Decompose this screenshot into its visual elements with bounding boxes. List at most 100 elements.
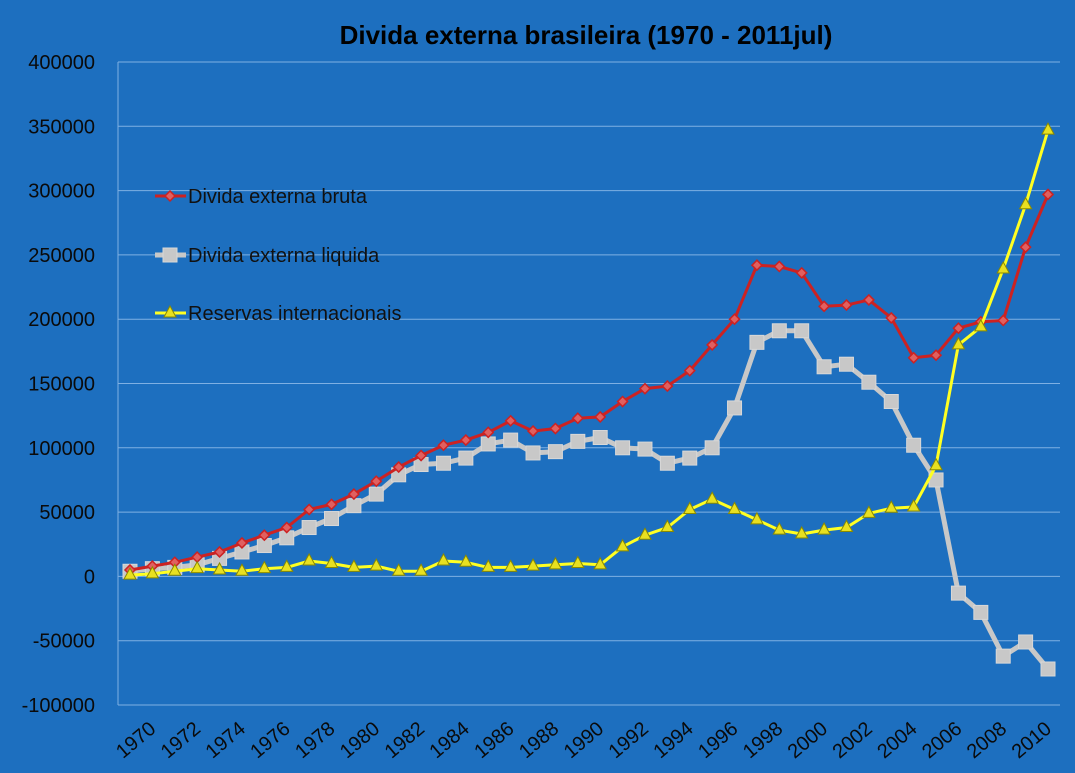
data-point <box>570 555 585 569</box>
data-point <box>347 488 360 501</box>
series-reservas-internacionais <box>123 122 1055 580</box>
data-point <box>212 561 227 575</box>
data-point <box>526 425 540 438</box>
data-point <box>504 414 517 427</box>
data-point <box>570 433 586 449</box>
data-point <box>303 503 316 516</box>
legend: Divida externa bruta Divida externa liqui… <box>155 186 401 325</box>
data-point <box>929 349 943 362</box>
data-point <box>638 382 652 395</box>
data-point <box>683 364 696 377</box>
data-point <box>593 556 608 570</box>
data-point <box>862 293 875 306</box>
data-point <box>749 334 765 350</box>
x-tick-label: 2000 <box>784 718 832 763</box>
data-series <box>122 122 1056 677</box>
x-tick-label: 1980 <box>336 718 384 763</box>
data-point <box>682 501 697 515</box>
data-point <box>369 558 384 571</box>
data-point <box>1040 661 1056 677</box>
x-tick-label: 1972 <box>157 718 205 763</box>
data-point <box>838 356 854 372</box>
data-point <box>1019 241 1032 254</box>
grid-lines <box>117 61 1060 706</box>
data-point <box>973 318 988 332</box>
data-point <box>750 259 763 272</box>
data-point <box>727 400 743 416</box>
data-point <box>167 563 182 576</box>
data-point <box>163 189 177 203</box>
data-point <box>884 500 899 513</box>
data-point <box>279 559 294 572</box>
data-point <box>973 604 989 620</box>
data-point <box>145 565 160 579</box>
data-point <box>906 498 921 512</box>
data-point <box>482 426 495 439</box>
data-point <box>638 527 652 540</box>
data-point <box>370 475 383 488</box>
x-tick-label: 2002 <box>829 718 877 763</box>
data-point <box>773 260 786 273</box>
data-point <box>325 498 338 511</box>
data-point <box>885 311 898 324</box>
data-point <box>258 529 271 542</box>
data-point <box>705 491 719 504</box>
y-tick-label: 250000 <box>28 245 95 267</box>
legend-label: Divida externa bruta <box>188 186 368 208</box>
data-point <box>162 247 178 263</box>
data-point <box>324 555 339 569</box>
x-tick-label: 1982 <box>381 718 429 763</box>
data-point <box>616 395 629 408</box>
chart-title: Divida externa brasileira (1970 - 2011ju… <box>340 20 833 50</box>
data-point <box>481 559 496 572</box>
x-tick-label: 1974 <box>202 718 250 763</box>
data-point <box>750 511 764 525</box>
data-point <box>794 323 810 339</box>
x-tick-label: 1990 <box>560 718 608 763</box>
data-point <box>728 313 741 326</box>
y-tick-label: 50000 <box>39 502 95 524</box>
x-tick-label: 1986 <box>470 718 518 763</box>
data-point <box>659 455 675 471</box>
data-point <box>547 444 563 460</box>
data-point <box>995 648 1011 664</box>
x-tick-label: 1984 <box>425 718 473 763</box>
data-point <box>682 450 698 466</box>
data-point <box>301 520 317 536</box>
x-tick-label: 1978 <box>291 718 339 763</box>
data-point <box>280 521 293 534</box>
data-point <box>840 298 853 312</box>
data-point <box>795 266 808 279</box>
x-tick-label: 1970 <box>112 718 160 763</box>
data-point <box>704 440 720 456</box>
data-point <box>458 450 474 466</box>
x-tick-label: 1992 <box>605 718 653 763</box>
x-tick-label: 2006 <box>918 718 966 763</box>
data-point <box>347 559 361 572</box>
data-point <box>861 374 877 390</box>
data-point <box>1018 196 1033 210</box>
data-point <box>615 538 630 552</box>
series-divida-externa-bruta <box>123 188 1055 577</box>
data-point <box>637 441 653 457</box>
x-tick-label: 1976 <box>246 718 294 763</box>
data-point <box>302 552 316 566</box>
data-point <box>883 394 899 410</box>
data-point <box>459 554 473 567</box>
data-point <box>163 304 177 318</box>
data-point <box>503 559 518 572</box>
data-point <box>526 558 540 571</box>
data-point <box>817 522 831 535</box>
data-point <box>997 314 1010 327</box>
y-tick-label: 150000 <box>28 374 95 396</box>
data-point <box>525 445 541 461</box>
x-tick-label: 1998 <box>739 718 787 763</box>
data-point <box>907 351 920 364</box>
data-point <box>839 519 854 533</box>
x-tick-label: 1996 <box>694 718 742 763</box>
data-point <box>391 563 406 576</box>
y-tick-label: 200000 <box>28 309 95 331</box>
legend-item: Divida externa bruta <box>155 186 368 208</box>
data-point <box>437 439 450 452</box>
